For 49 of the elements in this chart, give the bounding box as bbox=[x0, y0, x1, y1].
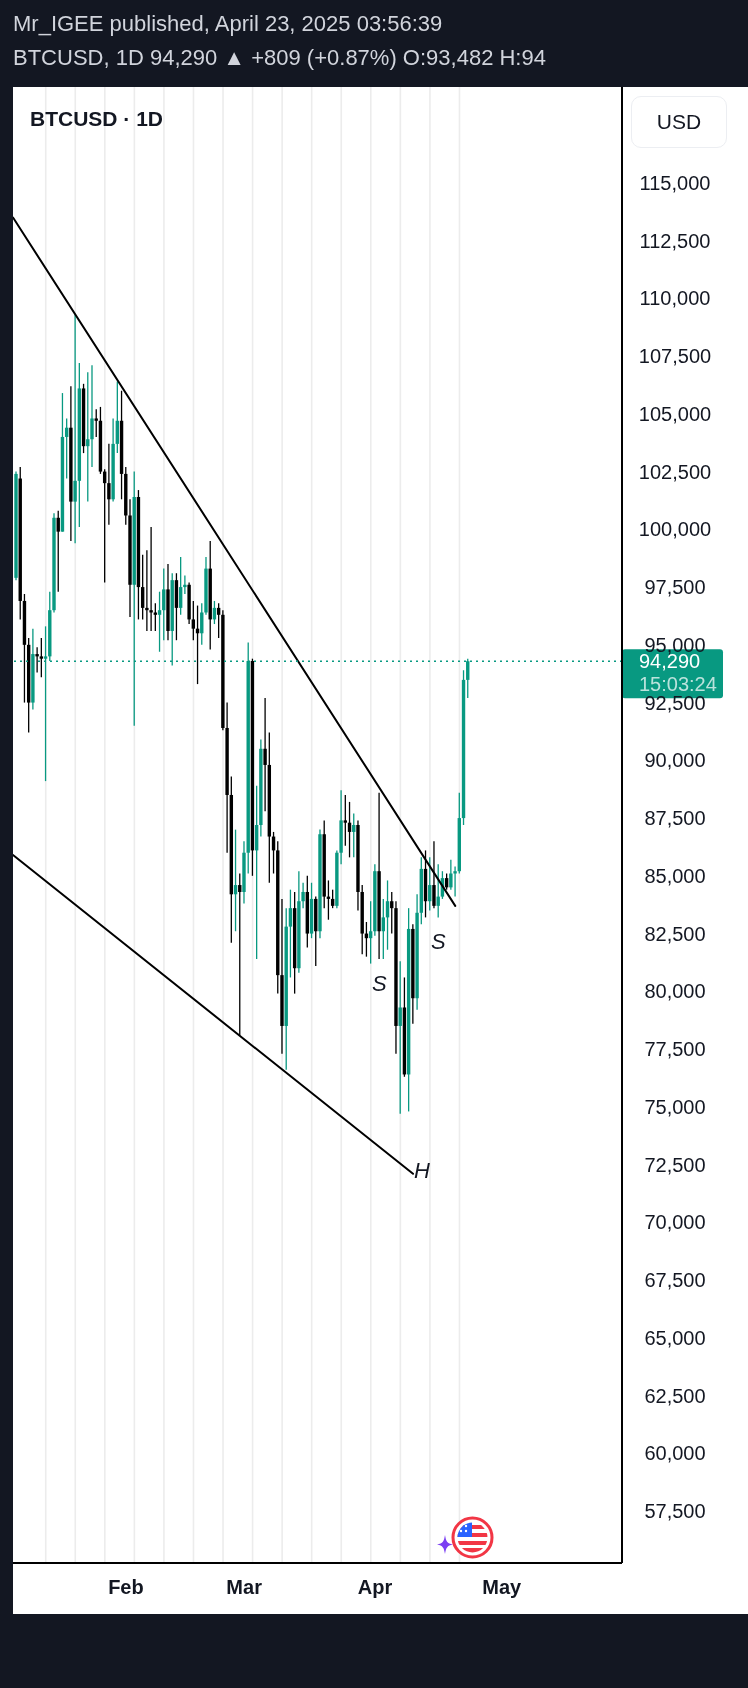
x-tick-label: Feb bbox=[108, 1576, 144, 1598]
y-tick-label: 87,500 bbox=[644, 807, 706, 830]
annotation: H bbox=[414, 1158, 431, 1184]
y-tick-label: 75,000 bbox=[644, 1095, 706, 1118]
annotation: S bbox=[431, 929, 447, 955]
y-tick-label: 80,000 bbox=[644, 980, 706, 1003]
y-tick-label: 115,000 bbox=[639, 171, 711, 194]
annotation: S bbox=[371, 970, 387, 996]
candlestick bbox=[73, 313, 77, 544]
y-tick-label: 67,500 bbox=[644, 1269, 706, 1292]
y-tick-label: 112,500 bbox=[639, 229, 711, 252]
candlestick bbox=[35, 646, 39, 674]
x-tick-label: May bbox=[482, 1576, 523, 1598]
text: BTCUSD, 1D 94,290 ▲ +809 (+0.87%) O:93,482 H:94 bbox=[13, 44, 546, 72]
y-tick-label: 65,000 bbox=[644, 1326, 706, 1349]
text: BTCUSD · 1D bbox=[30, 107, 164, 131]
y-tick-label: 85,000 bbox=[644, 864, 706, 887]
y-tick-label: 70,000 bbox=[644, 1211, 706, 1234]
y-axis-title: USD bbox=[631, 96, 727, 148]
y-tick-label: 90,000 bbox=[644, 749, 706, 772]
candlestick bbox=[157, 591, 162, 653]
candlestick bbox=[107, 443, 111, 526]
y-tick-label: 62,500 bbox=[644, 1384, 706, 1407]
y-tick-label: 72,500 bbox=[644, 1153, 706, 1176]
y-tick-label: 105,000 bbox=[638, 402, 712, 425]
candlestick bbox=[94, 408, 98, 438]
y-tick-label: 60,000 bbox=[644, 1442, 706, 1465]
x-tick-label: Mar bbox=[226, 1576, 263, 1598]
y-tick-label: 100,000 bbox=[638, 518, 712, 541]
candlestick bbox=[436, 863, 440, 919]
y-tick-label: 97,500 bbox=[644, 576, 706, 599]
x-tick-label: Apr bbox=[357, 1576, 393, 1598]
candlestick bbox=[288, 889, 293, 979]
y-tick-label: 77,500 bbox=[644, 1038, 706, 1061]
candlestick bbox=[153, 602, 158, 632]
candlestick bbox=[39, 637, 44, 678]
text: Mr_IGEE published, April 23, 2025 03:56:39 bbox=[13, 10, 443, 38]
y-tick-label: 110,000 bbox=[639, 287, 711, 310]
candlestick bbox=[263, 697, 267, 812]
candlestick bbox=[90, 364, 94, 468]
y-tick-label: 57,500 bbox=[644, 1500, 706, 1523]
candlestick bbox=[191, 600, 196, 641]
candlestick bbox=[343, 794, 348, 847]
candlestick bbox=[398, 960, 402, 1115]
candlestick bbox=[183, 574, 187, 595]
candlestick bbox=[149, 526, 153, 632]
y-tick-label: 102,500 bbox=[638, 460, 712, 483]
y-tick-label: 107,500 bbox=[638, 345, 712, 368]
y-tick-label: 82,500 bbox=[644, 922, 706, 945]
